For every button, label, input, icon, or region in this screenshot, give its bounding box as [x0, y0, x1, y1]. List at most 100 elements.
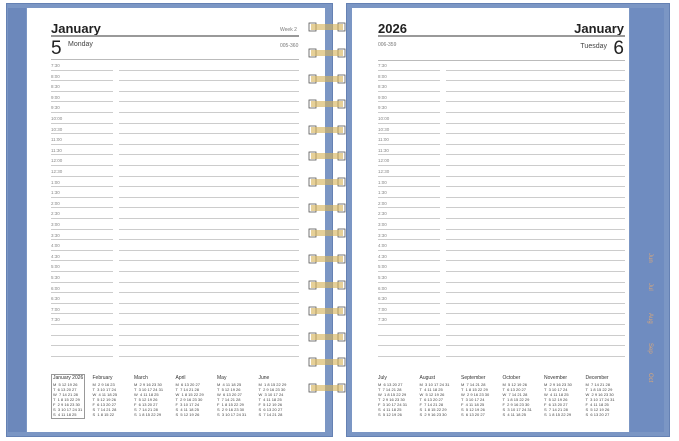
week-row: T 7 14 21 28 — [378, 387, 402, 392]
time-slot[interactable]: 2:30 — [51, 208, 299, 219]
time-slot[interactable]: 12:30 — [378, 166, 625, 177]
time-slot[interactable]: 5:30 — [51, 272, 299, 283]
time-slot[interactable]: 8:00 — [378, 71, 625, 82]
week-row: W 7 14 21 28 — [502, 392, 528, 397]
time-slot[interactable]: 11:00 — [51, 134, 299, 145]
time-slot[interactable]: 8:30 — [378, 81, 625, 92]
time-slot[interactable]: 10:00 — [378, 113, 625, 124]
time-slot[interactable]: 3:30 — [51, 230, 299, 241]
time-label: 9:30 — [51, 105, 60, 111]
column-divider — [113, 143, 119, 145]
time-slot[interactable]: 7:30 — [378, 314, 625, 325]
time-slot[interactable]: 6:30 — [378, 293, 625, 304]
blank-line[interactable] — [51, 336, 299, 347]
week-row: F 7 14 21 28 — [419, 402, 444, 407]
time-slot[interactable]: 5:00 — [51, 261, 299, 272]
time-slot[interactable]: 1:00 — [378, 177, 625, 188]
column-divider — [113, 80, 119, 82]
time-label: 4:30 — [378, 253, 387, 259]
time-slot[interactable]: 6:00 — [378, 283, 625, 294]
column-divider — [113, 270, 119, 272]
time-slot[interactable]: 7:30 — [51, 314, 299, 325]
mini-calendar-april: April M 6 13 20 27 T 7 14 21 28 W 1 8 15 22… — [176, 376, 204, 418]
week-row: S 1 8 15 22 29 — [419, 407, 447, 412]
spiral-ring-icon — [308, 48, 346, 58]
time-label: 4:30 — [51, 253, 60, 259]
time-slot[interactable]: 6:00 — [51, 283, 299, 294]
time-slot[interactable]: 5:30 — [378, 272, 625, 283]
column-divider — [440, 207, 446, 209]
time-slot[interactable]: 8:00 — [51, 71, 299, 82]
mini-calendar-title: January 2026 — [53, 375, 84, 381]
week-row: F 1 8 15 22 29 — [217, 402, 244, 407]
time-slot[interactable]: 1:30 — [378, 187, 625, 198]
time-slot[interactable]: 2:00 — [51, 198, 299, 209]
time-slot[interactable]: 11:00 — [378, 134, 625, 145]
blank-line[interactable] — [378, 336, 625, 347]
time-slot[interactable]: 12:00 — [51, 155, 299, 166]
time-label: 7:30 — [378, 63, 387, 68]
time-slot[interactable]: 10:30 — [51, 124, 299, 135]
time-slot[interactable]: 12:30 — [51, 166, 299, 177]
week-row: F 4 11 18 25 — [585, 402, 609, 407]
time-slot[interactable]: 4:00 — [51, 240, 299, 251]
time-slot[interactable]: 9:30 — [51, 102, 299, 113]
month-tab-jul[interactable]: Jul — [647, 283, 653, 291]
time-slot[interactable]: 5:00 — [378, 261, 625, 272]
time-slot[interactable]: 7:30 — [378, 60, 625, 71]
left-cover-strip — [8, 8, 26, 432]
column-divider — [440, 302, 446, 304]
time-slot[interactable]: 9:30 — [378, 102, 625, 113]
week-label: Week 2 — [280, 27, 297, 33]
time-slot[interactable]: 1:30 — [51, 187, 299, 198]
week-row: T 6 13 20 27 — [502, 387, 527, 392]
time-slot[interactable]: 11:30 — [378, 145, 625, 156]
column-divider — [440, 111, 446, 113]
time-slot[interactable]: 9:00 — [51, 92, 299, 103]
week-row: M 2 9 16 23 30 — [134, 382, 162, 387]
week-row: T 7 14 21 28 — [217, 397, 241, 402]
time-label: 2:00 — [378, 200, 387, 206]
month-tab-oct[interactable]: Oct — [647, 373, 653, 383]
week-row: T 5 12 19 26 — [92, 397, 117, 402]
time-slot[interactable]: 4:00 — [378, 240, 625, 251]
blank-line[interactable] — [51, 346, 299, 357]
time-slot[interactable]: 3:00 — [378, 219, 625, 230]
week-row: W 4 11 18 25 — [544, 392, 569, 397]
time-label: 1:00 — [378, 179, 387, 185]
month-tab-aug[interactable]: Aug — [647, 313, 653, 324]
time-slot[interactable]: 11:30 — [51, 145, 299, 156]
time-slot[interactable]: 3:00 — [51, 219, 299, 230]
blank-line[interactable] — [378, 346, 625, 357]
column-divider — [113, 175, 119, 177]
blank-line[interactable] — [51, 325, 299, 336]
time-slot[interactable]: 8:30 — [51, 81, 299, 92]
time-slot[interactable]: 12:00 — [378, 155, 625, 166]
spiral-ring-icon — [308, 357, 346, 367]
mini-calendar-title: July — [378, 375, 387, 381]
time-slot[interactable]: 2:00 — [378, 198, 625, 209]
week-row: W 4 11 18 25 — [134, 392, 159, 397]
week-row: S 7 14 21 28 — [258, 412, 283, 417]
time-slot[interactable]: 4:30 — [378, 251, 625, 262]
time-slot[interactable]: 7:00 — [378, 304, 625, 315]
spiral-ring-icon — [308, 228, 346, 238]
time-slot[interactable]: 10:30 — [378, 124, 625, 135]
month-tab-jun[interactable]: Jun — [647, 253, 653, 263]
time-slot[interactable]: 9:00 — [378, 92, 625, 103]
blank-line[interactable] — [378, 325, 625, 336]
mini-calendar-title: December — [585, 375, 609, 381]
right-day-of-year: 006-359 — [378, 42, 397, 48]
time-slot[interactable]: 6:30 — [51, 293, 299, 304]
mini-calendar-title: May — [217, 375, 227, 381]
time-slot[interactable]: 1:00 — [51, 177, 299, 188]
column-divider — [440, 281, 446, 283]
time-slot[interactable]: 7:00 — [51, 304, 299, 315]
month-tab-sep[interactable]: Sep — [647, 343, 653, 354]
time-slot[interactable]: 3:30 — [378, 230, 625, 241]
time-slot[interactable]: 7:30 — [51, 60, 299, 71]
time-slot[interactable]: 2:30 — [378, 208, 625, 219]
time-label: 3:00 — [51, 222, 60, 227]
time-slot[interactable]: 10:00 — [51, 113, 299, 124]
time-slot[interactable]: 4:30 — [51, 251, 299, 262]
